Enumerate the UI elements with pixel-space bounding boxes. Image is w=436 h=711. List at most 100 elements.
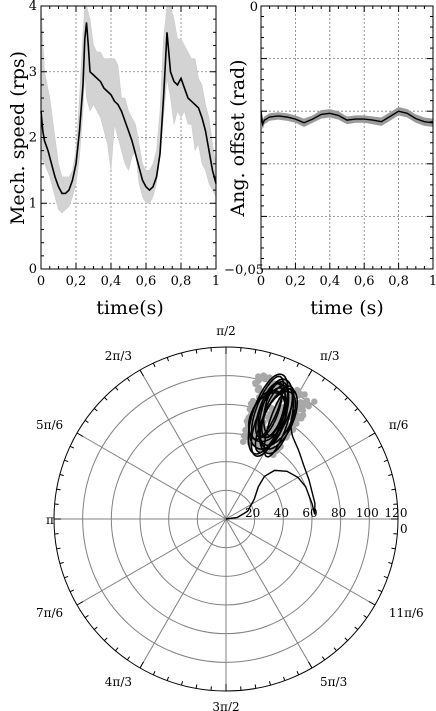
polar-rim-tick [383, 575, 388, 579]
speed-y-tick-label: 2 [29, 131, 37, 146]
polar-rim-tick [69, 589, 74, 593]
offset-y-axis-title: Ang. offset (rad) [227, 59, 249, 217]
offset-mean-line [260, 110, 434, 128]
polar-r-tick-label: 100 [356, 506, 379, 520]
polar-angle-label: 4π/3 [105, 675, 132, 689]
polar-halo-point [299, 406, 306, 413]
polar-rim-tick [296, 671, 300, 676]
speed-ticks: 0 0,2 0,4 0,6 0,8 1 0 1 2 3 4 [29, 0, 220, 289]
polar-rim-tick [308, 369, 313, 377]
polar-r-tick-label: 80 [331, 506, 346, 520]
polar-angle-label: 3π/2 [212, 700, 239, 711]
polar-rim-tick [104, 397, 108, 401]
offset-chart: 0 0,2 0,4 0,6 0,8 1 0 −0,05 time (s) Ang. off… [224, 0, 436, 319]
polar-rim-tick [363, 614, 368, 619]
polar-spoke [76, 518, 227, 606]
polar-rim-tick [152, 671, 156, 676]
polar-rim-tick [126, 656, 131, 661]
polar-r-tick-label: 20 [245, 506, 260, 520]
polar-rim-tick [268, 681, 271, 686]
polar-grid [53, 346, 399, 692]
polar-data [225, 372, 318, 520]
polar-angle-label: π/2 [216, 324, 236, 338]
polar-halo-point [294, 387, 302, 395]
polar-rim-tick [333, 647, 337, 652]
polar-r-tick-label: 120 [385, 506, 408, 520]
polar-angle-label: 7π/6 [36, 606, 63, 620]
polar-spoke [225, 518, 313, 669]
polar-rim-tick [368, 432, 376, 437]
polar-rim-tick [84, 419, 89, 424]
polar-angle-label: 5π/3 [320, 675, 347, 689]
polar-halo-point [301, 401, 309, 408]
polar-halo-point [268, 404, 275, 412]
speed-y-tick-label: 3 [29, 65, 37, 80]
polar-rim-tick [254, 349, 257, 354]
polar-halo-point [311, 398, 318, 405]
polar-rim-tick [115, 647, 119, 652]
polar-r-tick-label: 60 [302, 506, 317, 520]
polar-rim-tick [383, 459, 388, 463]
polar-rim-tick [282, 357, 286, 362]
polar-spoke [76, 432, 227, 520]
offset-x-tick-label: 0 [257, 274, 265, 289]
polar-loop [250, 387, 287, 457]
polar-rim-tick [139, 369, 144, 377]
polar-rim-tick [363, 419, 368, 424]
polar-rim-tick [76, 432, 84, 437]
polar-rim-tick [93, 408, 98, 412]
polar-rim-tick [282, 676, 286, 681]
polar-rim-tick [181, 681, 184, 686]
polar-rim-tick [354, 626, 359, 630]
speed-envelope [40, 5, 217, 214]
speed-x-tick-label: 0,4 [101, 274, 122, 289]
polar-rim-tick [308, 661, 313, 669]
polar-rim-tick [268, 352, 271, 357]
polar-angle-label: π/3 [320, 349, 340, 363]
polar-rim-tick [166, 357, 170, 362]
polar-angle-label: π [46, 513, 54, 527]
speed-x-tick-label: 0,8 [171, 274, 192, 289]
polar-rim-tick [333, 386, 337, 391]
speed-x-tick-label: 0 [37, 274, 45, 289]
polar-rim-tick [296, 362, 300, 367]
polar-rim-tick [115, 386, 119, 391]
polar-chart: 20 40 60 80 100 120 0 π/6 π/3 π/2 2π/3 5π/6 π 7π/6 4π/… [36, 324, 424, 711]
polar-rim-tick [126, 377, 131, 382]
polar-rim-tick [378, 445, 383, 449]
polar-loop [248, 389, 287, 450]
polar-rim-tick [344, 397, 348, 401]
polar-r-tick-label: 40 [274, 506, 289, 520]
polar-rim-tick [195, 684, 198, 689]
polar-rim-tick [195, 349, 198, 354]
offset-x-tick-label: 0,6 [354, 274, 375, 289]
polar-spoke [139, 518, 227, 669]
speed-x-tick-label: 0,6 [136, 274, 157, 289]
speed-x-tick-label: 0,2 [66, 274, 87, 289]
polar-angle-label: π/6 [389, 418, 409, 432]
polar-rim-tick [388, 561, 393, 564]
offset-x-tick-label: 0,8 [388, 274, 409, 289]
polar-rim-tick [391, 488, 396, 491]
offset-x-tick-label: 1 [429, 274, 436, 289]
polar-rim-tick [139, 661, 144, 669]
offset-y-tick-bottom: −0,05 [224, 263, 264, 278]
speed-y-tick-label: 0 [29, 262, 37, 277]
polar-rim-tick [378, 589, 383, 593]
polar-spoke [225, 518, 376, 606]
polar-labels: 20 40 60 80 100 120 0 π/6 π/3 π/2 2π/3 5π/6 π 7π/6 4π/… [36, 324, 424, 711]
polar-rim-tick [166, 676, 170, 681]
polar-angle-label: 0 [400, 522, 408, 536]
polar-rim-tick [64, 459, 69, 463]
polar-spoke [139, 369, 227, 520]
polar-rim-tick [69, 445, 74, 449]
polar-rim-tick [56, 547, 61, 550]
polar-rim-tick [354, 408, 359, 412]
polar-rim-tick [59, 474, 64, 477]
speed-y-axis-title: Mech. speed (rps) [7, 51, 29, 225]
offset-envelope [261, 105, 433, 130]
polar-halo-point [260, 372, 267, 379]
polar-loop [258, 378, 295, 455]
polar-angle-label: 2π/3 [105, 349, 132, 363]
